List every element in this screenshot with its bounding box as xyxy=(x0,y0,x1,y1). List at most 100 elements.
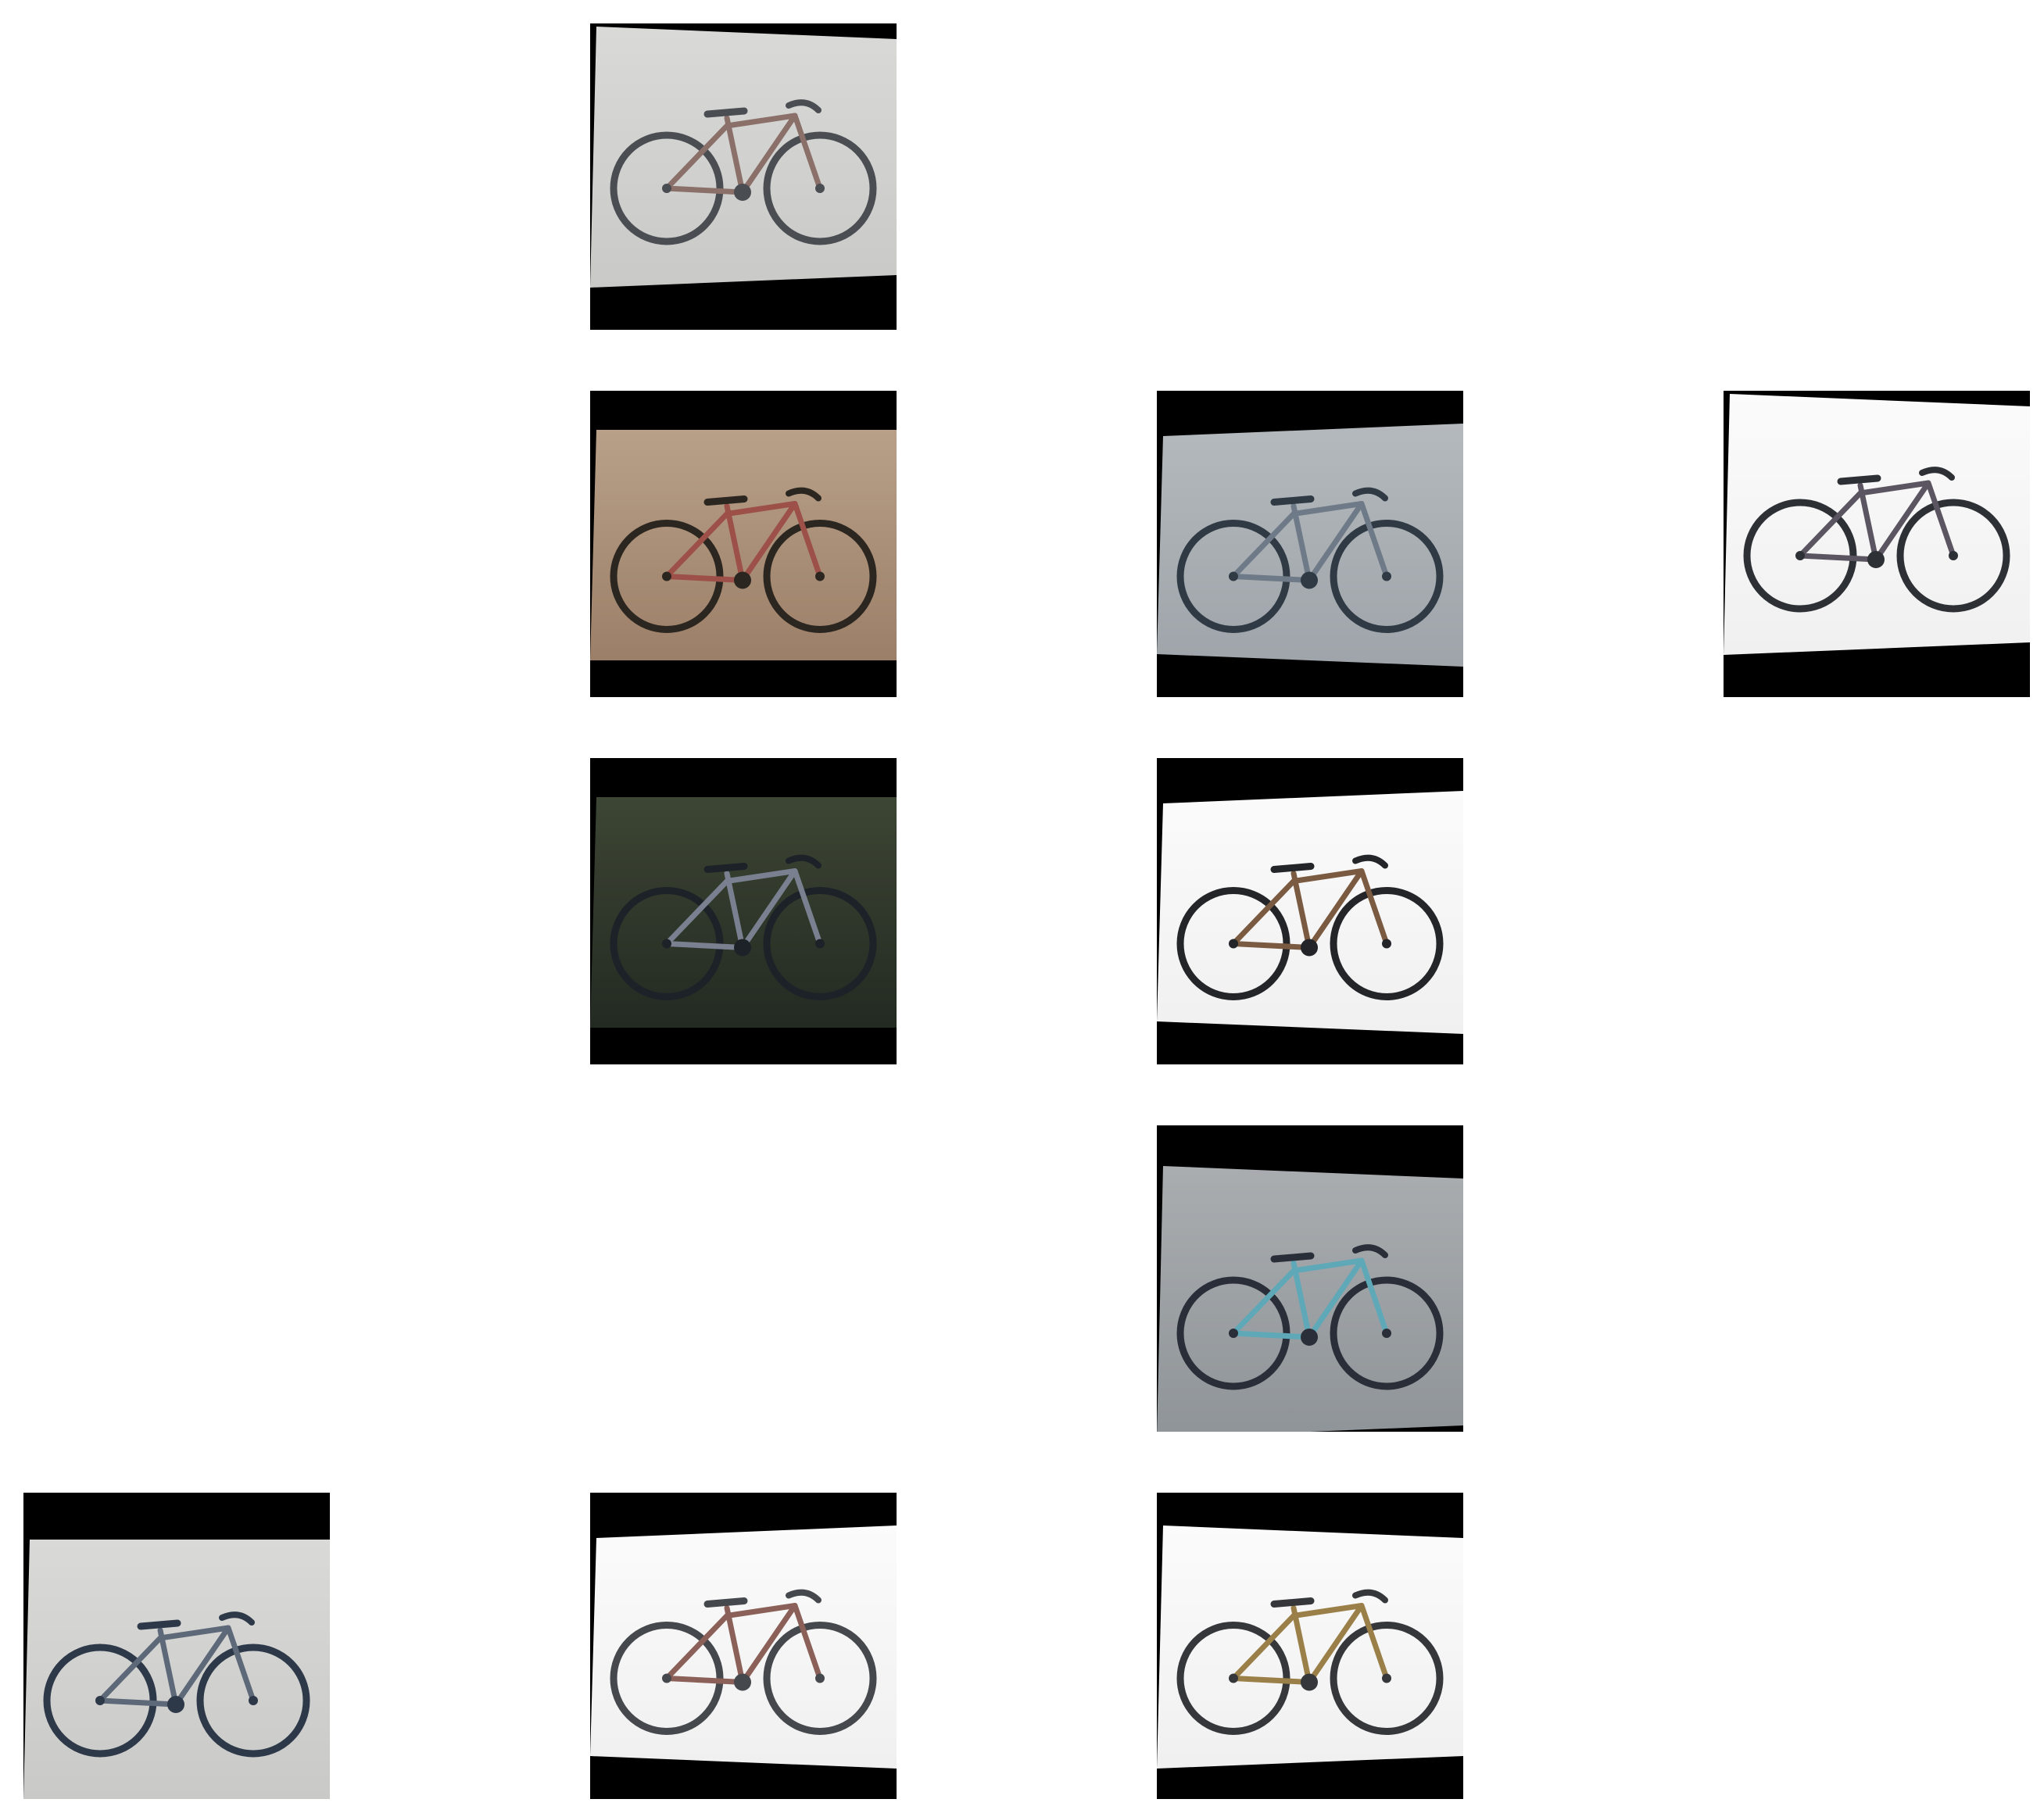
bicycle xyxy=(610,1589,877,1735)
rear-wheel xyxy=(1176,1276,1290,1390)
handlebar xyxy=(786,99,822,113)
rear-wheel xyxy=(1176,887,1290,1000)
handlebar xyxy=(1352,1244,1388,1258)
crank xyxy=(167,1696,184,1713)
rear-wheel xyxy=(1176,520,1290,633)
front-hub xyxy=(1382,1329,1391,1338)
scene-background xyxy=(23,1540,330,1799)
rear-wheel xyxy=(1176,1622,1290,1735)
bicycle-image-tile xyxy=(1157,1125,1463,1432)
front-hub xyxy=(815,184,825,193)
crank xyxy=(1867,551,1885,568)
saddle xyxy=(703,1597,748,1608)
crank xyxy=(1301,1329,1318,1346)
crank xyxy=(1301,1673,1318,1691)
bicycle-frame xyxy=(664,1603,823,1685)
bicycle-image xyxy=(1157,391,1463,697)
front-hub xyxy=(249,1696,258,1705)
scene-background xyxy=(590,797,897,1028)
rear-hub xyxy=(1229,1673,1238,1683)
rear-wheel xyxy=(610,131,724,245)
rear-hub xyxy=(662,571,671,581)
front-wheel xyxy=(763,520,877,633)
crank xyxy=(1301,571,1318,589)
rear-wheel xyxy=(610,520,724,633)
front-hub xyxy=(1382,571,1391,581)
front-wheel xyxy=(1330,887,1444,1000)
bicycle-frame xyxy=(1797,480,1956,563)
bicycle-image-tile xyxy=(1157,758,1463,1064)
scene-background xyxy=(1157,1525,1463,1769)
rear-hub xyxy=(1229,571,1238,581)
saddle xyxy=(137,1619,181,1630)
bicycle-image xyxy=(590,23,897,330)
bicycle-image-tile xyxy=(1157,391,1463,697)
scene-background xyxy=(590,27,897,288)
bicycle-frame xyxy=(97,1625,256,1708)
bicycle-image-tile xyxy=(590,23,897,330)
rear-wheel xyxy=(610,1622,724,1735)
front-wheel xyxy=(196,1644,310,1758)
bicycle-frame xyxy=(664,501,823,583)
bicycle xyxy=(1176,487,1444,633)
rear-wheel xyxy=(1743,499,1857,613)
bicycle xyxy=(1176,1244,1444,1390)
scene-background xyxy=(1157,424,1463,667)
bicycle-image xyxy=(1724,391,2030,697)
handlebar xyxy=(786,854,822,869)
crank xyxy=(734,1673,751,1691)
front-hub xyxy=(1382,1673,1391,1683)
saddle xyxy=(1270,863,1315,873)
scene-background xyxy=(590,1525,897,1769)
rear-hub xyxy=(95,1696,105,1705)
bicycle xyxy=(610,99,877,245)
bicycle-image xyxy=(590,1493,897,1799)
saddle xyxy=(703,495,748,506)
handlebar xyxy=(1352,487,1388,502)
bicycle-frame xyxy=(1230,1603,1390,1685)
front-wheel xyxy=(763,887,877,1000)
front-wheel xyxy=(1330,520,1444,633)
bicycle xyxy=(1176,854,1444,1000)
handlebar xyxy=(1352,854,1388,869)
bicycle-image-tile xyxy=(590,758,897,1064)
bicycle-image xyxy=(590,391,897,697)
bicycle xyxy=(610,487,877,633)
bicycle xyxy=(1743,467,2010,613)
bicycle-frame xyxy=(1230,868,1390,950)
front-hub xyxy=(815,939,825,949)
scene-background xyxy=(1724,394,2030,655)
front-wheel xyxy=(1330,1622,1444,1735)
bicycle-image-tile xyxy=(23,1493,330,1799)
bicycle-image xyxy=(1157,1125,1463,1432)
front-hub xyxy=(815,1673,825,1683)
rear-hub xyxy=(1229,1329,1238,1338)
scene-background xyxy=(1157,1166,1463,1432)
bicycle-frame xyxy=(664,113,823,195)
rear-hub xyxy=(662,184,671,193)
front-wheel xyxy=(1330,1276,1444,1390)
bicycle-image xyxy=(23,1493,330,1799)
handlebar xyxy=(219,1611,255,1626)
bicycle-image xyxy=(1157,1493,1463,1799)
front-hub xyxy=(1382,939,1391,949)
saddle xyxy=(1270,1252,1315,1263)
bicycle-image-tile xyxy=(1157,1493,1463,1799)
bicycle-image-tile xyxy=(1724,391,2030,697)
bicycle xyxy=(1176,1589,1444,1735)
bicycle-image xyxy=(1157,758,1463,1064)
bicycle-image-tile xyxy=(590,391,897,697)
bicycle xyxy=(610,854,877,1000)
handlebar xyxy=(786,487,822,502)
front-wheel xyxy=(1896,499,2010,613)
rear-hub xyxy=(662,1673,671,1683)
rear-hub xyxy=(662,939,671,949)
saddle xyxy=(1270,1597,1315,1608)
saddle xyxy=(1270,495,1315,506)
saddle xyxy=(1837,474,1881,485)
crank xyxy=(734,184,751,201)
front-wheel xyxy=(763,1622,877,1735)
saddle xyxy=(703,107,748,118)
crank xyxy=(734,939,751,957)
